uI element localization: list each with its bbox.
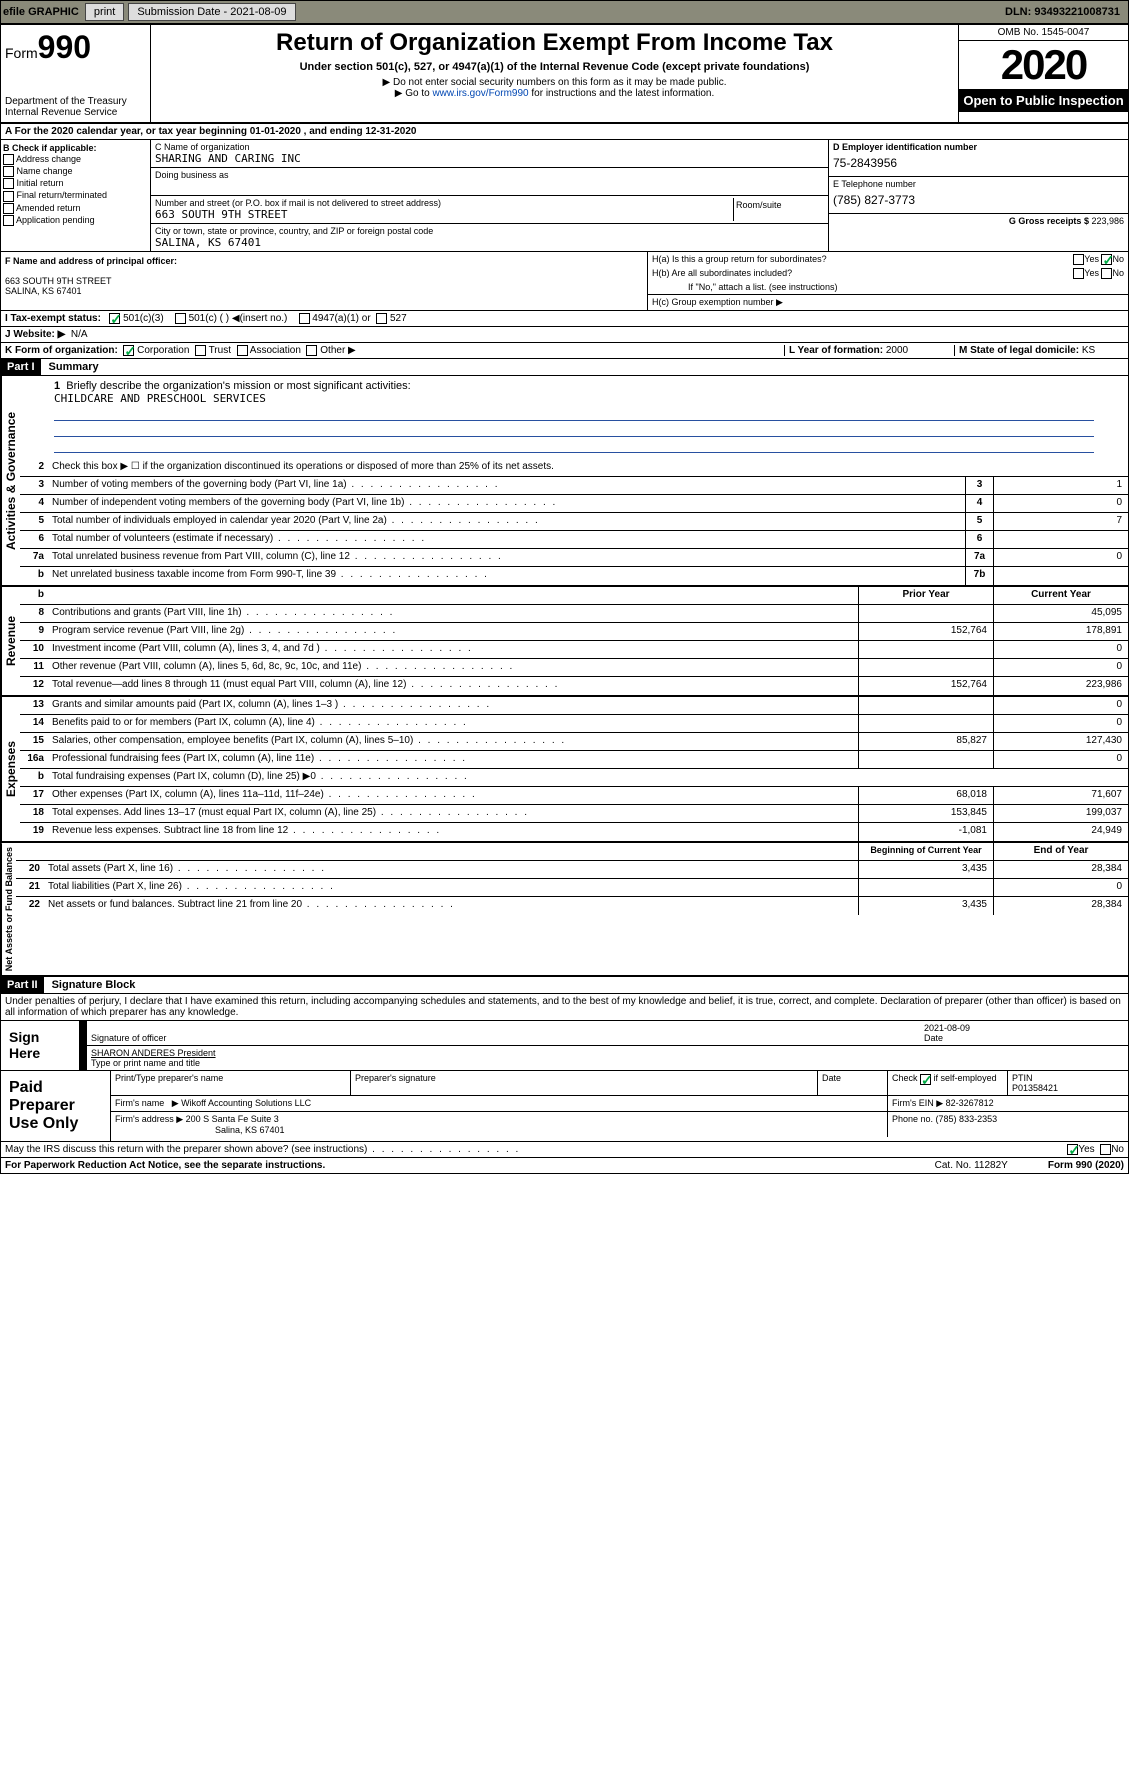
paid-preparer-label: Paid Preparer Use Only [1,1071,111,1141]
sign-here-label: Sign Here [1,1021,81,1070]
ha-yes-checkbox[interactable] [1073,254,1084,265]
section-i: I Tax-exempt status: 501(c)(3) 501(c) ( … [1,311,1128,327]
self-employed-checkbox[interactable] [920,1074,931,1085]
501c3-checkbox[interactable] [109,313,120,324]
preparer-name: Print/Type preparer's name [111,1071,351,1095]
line-15: 15Salaries, other compensation, employee… [20,733,1128,751]
line-12: 12Total revenue—add lines 8 through 11 (… [20,677,1128,695]
tax-year-line: A For the 2020 calendar year, or tax yea… [1,124,1128,140]
ptin: PTINP01358421 [1008,1071,1128,1095]
firm-address: Firm's address ▶ 200 S Santa Fe Suite 3S… [111,1112,888,1137]
submission-date-button[interactable]: Submission Date - 2021-08-09 [128,3,295,21]
line-2: Check this box ▶ ☐ if the organization d… [48,459,1128,476]
501c-checkbox[interactable] [175,313,186,324]
part2-header: Part IISignature Block [1,977,1128,994]
col-prior-year: Prior Year [858,587,993,604]
col-eoy: End of Year [993,843,1128,860]
line-5: 5Total number of individuals employed in… [20,513,1128,531]
firm-name: Firm's name ▶ Wikoff Accounting Solution… [111,1096,888,1111]
line-21: 21Total liabilities (Part X, line 26)0 [16,879,1128,897]
section-klm: K Form of organization: Corporation Trus… [1,343,1128,359]
line-18: 18Total expenses. Add lines 13–17 (must … [20,805,1128,823]
officer-name: SHARON ANDERES PresidentType or print na… [91,1048,1124,1068]
footer: For Paperwork Reduction Act Notice, see … [1,1158,1128,1173]
form-year-box: OMB No. 1545-0047 2020 Open to Public In… [958,25,1128,122]
address-change-checkbox[interactable] [3,154,14,165]
form-title: Return of Organization Exempt From Incom… [151,25,958,122]
discuss-line: May the IRS discuss this return with the… [1,1142,1128,1158]
label-governance: Activities & Governance [1,376,20,585]
label-expenses: Expenses [1,697,20,841]
col-boy: Beginning of Current Year [858,843,993,860]
line-14: 14Benefits paid to or for members (Part … [20,715,1128,733]
hb-no-checkbox[interactable] [1101,268,1112,279]
section-f: F Name and address of principal officer:… [1,252,648,310]
line-6: 6Total number of volunteers (estimate if… [20,531,1128,549]
firm-phone: Phone no. (785) 833-2353 [888,1112,1128,1137]
section-h: H(a) Is this a group return for subordin… [648,252,1128,310]
section-j: J Website: ▶ N/A [1,327,1128,343]
line-20: 20Total assets (Part X, line 16)3,43528,… [16,861,1128,879]
name-change-checkbox[interactable] [3,166,14,177]
line-b: bTotal fundraising expenses (Part IX, co… [20,769,1128,787]
dln: DLN: 93493221008731 [1005,6,1126,18]
line-3: 3Number of voting members of the governi… [20,477,1128,495]
section-deg: D Employer identification number75-28439… [828,140,1128,251]
col-current-year: Current Year [993,587,1128,604]
mission-block: 1 Briefly describe the organization's mi… [20,376,1128,459]
line-16a: 16aProfessional fundraising fees (Part I… [20,751,1128,769]
initial-return-checkbox[interactable] [3,178,14,189]
signature-field[interactable]: Signature of officer [91,1023,924,1043]
line-22: 22Net assets or fund balances. Subtract … [16,897,1128,915]
line-13: 13Grants and similar amounts paid (Part … [20,697,1128,715]
line-10: 10Investment income (Part VIII, column (… [20,641,1128,659]
declaration: Under penalties of perjury, I declare th… [1,994,1128,1021]
preparer-signature: Preparer's signature [351,1071,818,1095]
line-17: 17Other expenses (Part IX, column (A), l… [20,787,1128,805]
application-pending-checkbox[interactable] [3,215,14,226]
assoc-checkbox[interactable] [237,345,248,356]
preparer-date: Date [818,1071,888,1095]
line-19: 19Revenue less expenses. Subtract line 1… [20,823,1128,841]
trust-checkbox[interactable] [195,345,206,356]
ha-no-checkbox[interactable] [1101,254,1112,265]
amended-return-checkbox[interactable] [3,203,14,214]
line-b: bNet unrelated business taxable income f… [20,567,1128,585]
section-c-entity: C Name of organizationSHARING AND CARING… [151,140,828,251]
label-revenue: Revenue [1,587,20,695]
line-9: 9Program service revenue (Part VIII, lin… [20,623,1128,641]
corp-checkbox[interactable] [123,345,134,356]
efile-label: efile GRAPHIC [3,6,79,18]
top-toolbar: efile GRAPHIC print Submission Date - 20… [0,0,1129,24]
label-netassets: Net Assets or Fund Balances [1,843,16,975]
line-4: 4Number of independent voting members of… [20,495,1128,513]
line-8: 8Contributions and grants (Part VIII, li… [20,605,1128,623]
line-7a: 7aTotal unrelated business revenue from … [20,549,1128,567]
hb-yes-checkbox[interactable] [1073,268,1084,279]
other-checkbox[interactable] [306,345,317,356]
4947-checkbox[interactable] [299,313,310,324]
part1-header: Part ISummary [1,359,1128,376]
line-11: 11Other revenue (Part VIII, column (A), … [20,659,1128,677]
final-return-checkbox[interactable] [3,191,14,202]
firm-ein: Firm's EIN ▶ 82-3267812 [888,1096,1128,1111]
irs-link[interactable]: www.irs.gov/Form990 [432,88,528,99]
section-b-checkboxes: B Check if applicable: Address change Na… [1,140,151,251]
discuss-yes-checkbox[interactable] [1067,1144,1078,1155]
527-checkbox[interactable] [376,313,387,324]
print-button[interactable]: print [85,3,124,21]
form-id: Form990 Department of the Treasury Inter… [1,25,151,122]
self-employed: Check if self-employed [888,1071,1008,1095]
discuss-no-checkbox[interactable] [1100,1144,1111,1155]
